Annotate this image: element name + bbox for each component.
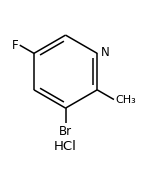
Text: Br: Br [59, 125, 72, 138]
Text: HCl: HCl [54, 140, 77, 153]
Text: F: F [12, 39, 18, 52]
Text: N: N [101, 46, 110, 59]
Text: CH₃: CH₃ [115, 94, 136, 104]
